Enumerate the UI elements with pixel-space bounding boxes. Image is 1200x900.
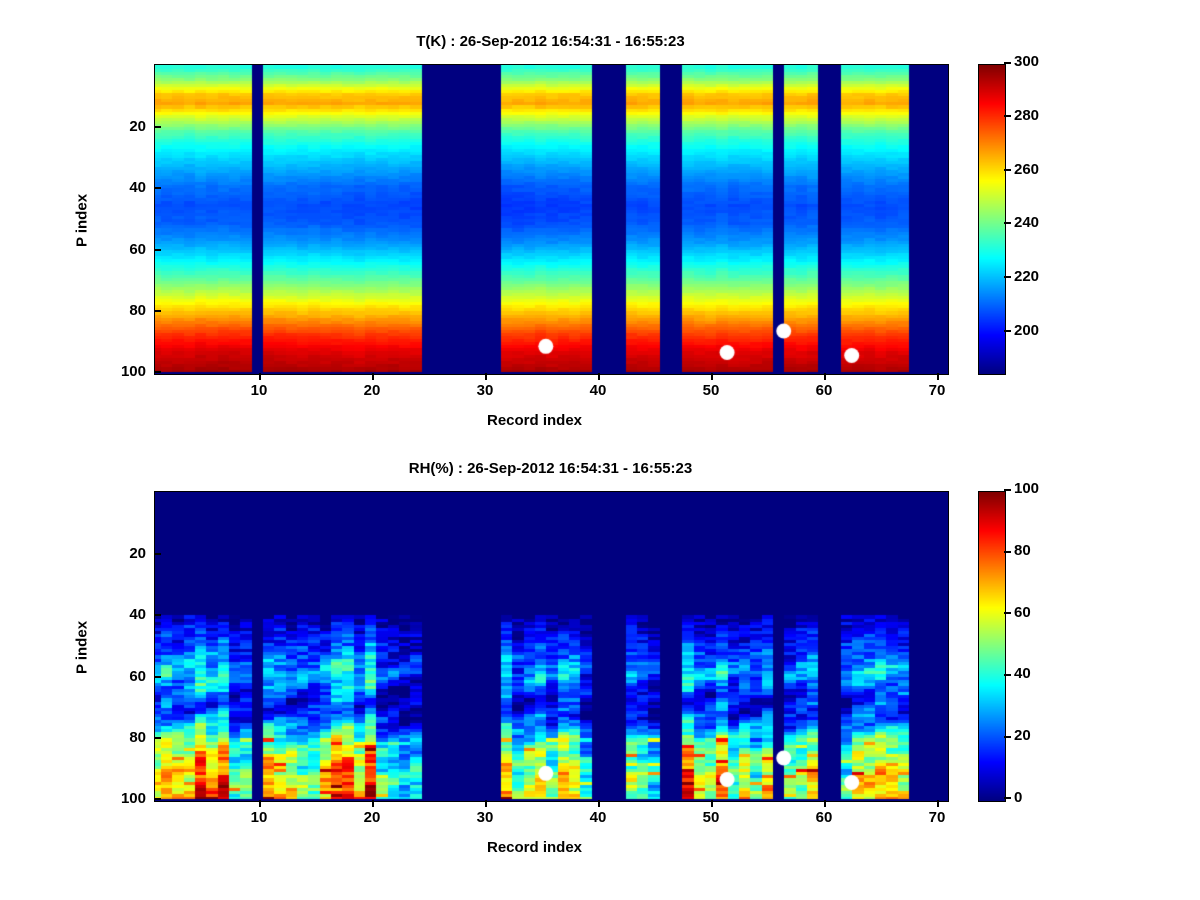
- temperature-ytick-label: 100: [120, 363, 146, 380]
- humidity-xtick-mark: [372, 800, 374, 807]
- temperature-colorbar-tick: [1004, 62, 1011, 64]
- temperature-heatmap-axes: [154, 64, 949, 375]
- humidity-ytick-label: 60: [129, 668, 146, 685]
- humidity-heatmap-axes: [154, 491, 949, 802]
- humidity-xtick-mark: [937, 800, 939, 807]
- temperature-colorbar-label: 300: [1014, 53, 1040, 70]
- temperature-colorbar-label: 280: [1014, 107, 1040, 124]
- humidity-colorbar-label: 60: [1014, 604, 1031, 621]
- humidity-colorbar-tick: [1004, 489, 1011, 491]
- humidity-colorbar: [978, 491, 1006, 802]
- humidity-colorbar-label: 20: [1014, 727, 1031, 744]
- humidity-colorbar-tick: [1004, 674, 1011, 676]
- humidity-ytick-label: 100: [120, 790, 146, 807]
- humidity-ytick-mark: [154, 737, 161, 739]
- temperature-xtick-label: 30: [476, 382, 494, 399]
- humidity-ytick-label: 40: [129, 606, 146, 623]
- humidity-xtick-label: 70: [928, 809, 946, 826]
- temperature-xtick-mark: [711, 373, 713, 380]
- temperature-xtick-label: 60: [815, 382, 833, 399]
- humidity-colorbar-tick: [1004, 797, 1011, 799]
- temperature-colorbar-gradient: [979, 65, 1005, 374]
- temperature-ytick-label: 40: [129, 179, 146, 196]
- humidity-ytick-label: 80: [129, 729, 146, 746]
- temperature-colorbar-label: 260: [1014, 161, 1040, 178]
- humidity-xtick-label: 40: [589, 809, 607, 826]
- temperature-colorbar-label: 200: [1014, 322, 1040, 339]
- humidity-xtick-mark: [598, 800, 600, 807]
- humidity-ytick-mark: [154, 614, 161, 616]
- temperature-xtick-label: 40: [589, 382, 607, 399]
- temperature-colorbar-label: 220: [1014, 268, 1040, 285]
- humidity-xtick-mark: [824, 800, 826, 807]
- temperature-colorbar-tick: [1004, 115, 1011, 117]
- humidity-colorbar-label: 80: [1014, 542, 1031, 559]
- humidity-colorbar-gradient: [979, 492, 1005, 801]
- humidity-xtick-mark: [259, 800, 261, 807]
- humidity-xtick-mark: [485, 800, 487, 807]
- temperature-colorbar-tick: [1004, 330, 1011, 332]
- humidity-colorbar-label: 40: [1014, 665, 1031, 682]
- humidity-xtick-mark: [711, 800, 713, 807]
- temperature-colorbar: [978, 64, 1006, 375]
- temperature-ytick-mark: [154, 126, 161, 128]
- temperature-xtick-label: 50: [702, 382, 720, 399]
- humidity-colorbar-tick: [1004, 612, 1011, 614]
- temperature-ytick-label: 80: [129, 302, 146, 319]
- temperature-xtick-label: 20: [363, 382, 381, 399]
- humidity-colorbar-tick: [1004, 551, 1011, 553]
- temperature-ytick-mark: [154, 310, 161, 312]
- humidity-xtick-label: 30: [476, 809, 494, 826]
- humidity-ytick-mark: [154, 798, 161, 800]
- temperature-heatmap-canvas: [155, 65, 948, 374]
- temperature-xtick-mark: [824, 373, 826, 380]
- temperature-ytick-mark: [154, 187, 161, 189]
- temperature-plot-title: T(K) : 26-Sep-2012 16:54:31 - 16:55:23: [416, 33, 685, 50]
- humidity-ytick-label: 20: [129, 545, 146, 562]
- humidity-xtick-label: 50: [702, 809, 720, 826]
- temperature-ytick-label: 60: [129, 241, 146, 258]
- temperature-colorbar-tick: [1004, 169, 1011, 171]
- humidity-colorbar-tick: [1004, 736, 1011, 738]
- temperature-xtick-mark: [937, 373, 939, 380]
- humidity-ytick-mark: [154, 553, 161, 555]
- humidity-yaxis-label: P index: [73, 620, 91, 675]
- temperature-ytick-mark: [154, 249, 161, 251]
- humidity-xtick-label: 60: [815, 809, 833, 826]
- temperature-ytick-mark: [154, 371, 161, 373]
- humidity-colorbar-label: 0: [1014, 789, 1023, 806]
- humidity-xtick-label: 10: [250, 809, 268, 826]
- temperature-xtick-mark: [259, 373, 261, 380]
- humidity-colorbar-label: 100: [1014, 480, 1040, 497]
- temperature-xtick-label: 70: [928, 382, 946, 399]
- temperature-xtick-mark: [372, 373, 374, 380]
- humidity-xtick-label: 20: [363, 809, 381, 826]
- temperature-xaxis-label: Record index: [487, 412, 583, 429]
- temperature-xtick-mark: [598, 373, 600, 380]
- temperature-colorbar-tick: [1004, 276, 1011, 278]
- temperature-xtick-mark: [485, 373, 487, 380]
- humidity-xaxis-label: Record index: [487, 839, 583, 856]
- humidity-heatmap-canvas: [155, 492, 948, 801]
- temperature-colorbar-tick: [1004, 222, 1011, 224]
- temperature-ytick-label: 20: [129, 118, 146, 135]
- temperature-xtick-label: 10: [250, 382, 268, 399]
- humidity-plot-title: RH(%) : 26-Sep-2012 16:54:31 - 16:55:23: [408, 460, 693, 477]
- humidity-ytick-mark: [154, 676, 161, 678]
- temperature-colorbar-label: 240: [1014, 214, 1040, 231]
- temperature-yaxis-label: P index: [73, 193, 91, 248]
